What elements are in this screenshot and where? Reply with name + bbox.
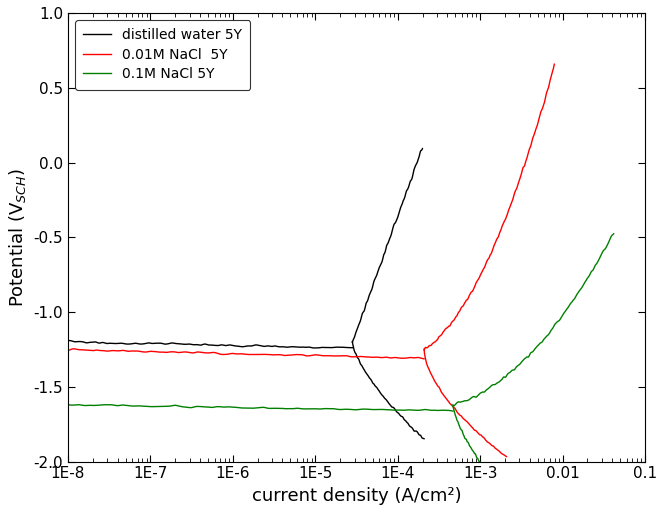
0.01M NaCl  5Y [416,355,424,361]
distilled water 5Y [303,344,311,350]
0.01M NaCl  5Y [275,352,283,358]
Line: distilled water 5Y: distilled water 5Y [68,340,353,348]
0.1M NaCl 5Y [449,408,457,414]
0.1M NaCl 5Y [294,405,302,411]
0.01M NaCl  5Y [70,346,78,352]
0.01M NaCl  5Y [64,347,72,353]
0.01M NaCl  5Y [420,356,428,362]
0.1M NaCl 5Y [390,407,398,413]
distilled water 5Y [233,343,241,349]
distilled water 5Y [310,345,318,351]
Line: 0.1M NaCl 5Y: 0.1M NaCl 5Y [68,404,453,411]
distilled water 5Y [238,344,246,350]
Y-axis label: Potential (V$_{SCH}$): Potential (V$_{SCH}$) [7,168,28,307]
0.01M NaCl  5Y [229,350,237,356]
0.01M NaCl  5Y [406,354,414,360]
0.01M NaCl  5Y [255,351,263,357]
distilled water 5Y [349,345,357,351]
0.1M NaCl 5Y [293,405,301,411]
X-axis label: current density (A/cm²): current density (A/cm²) [252,487,461,505]
0.1M NaCl 5Y [105,401,113,408]
0.01M NaCl  5Y [160,349,168,355]
0.1M NaCl 5Y [65,402,73,408]
Legend: distilled water 5Y, 0.01M NaCl  5Y, 0.1M NaCl 5Y: distilled water 5Y, 0.01M NaCl 5Y, 0.1M … [75,20,250,90]
distilled water 5Y [323,345,331,351]
0.1M NaCl 5Y [64,402,72,408]
distilled water 5Y [232,343,240,349]
Line: 0.01M NaCl  5Y: 0.01M NaCl 5Y [68,349,424,359]
0.1M NaCl 5Y [414,407,422,413]
0.1M NaCl 5Y [301,406,309,412]
distilled water 5Y [64,337,72,344]
distilled water 5Y [65,337,73,344]
